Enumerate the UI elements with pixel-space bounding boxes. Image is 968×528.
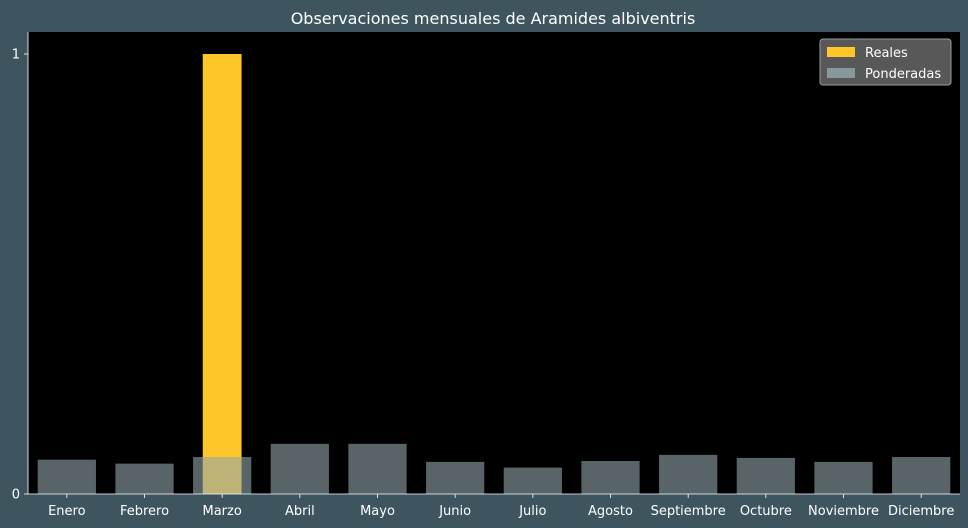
legend-swatch-ponderadas: [827, 68, 855, 78]
bar-ponderadas-julio: [503, 467, 562, 494]
x-tick-label-enero: Enero: [48, 504, 86, 519]
x-tick-label-diciembre: Diciembre: [888, 504, 954, 519]
bar-ponderadas-marzo: [193, 457, 252, 494]
y-tick-label: 1: [12, 48, 20, 63]
axes-group: 0 1 Enero Febrero Marzo Abril Mayo Junio Julio Ag…: [12, 32, 960, 519]
x-tick-label-febrero: Febrero: [120, 504, 169, 519]
x-tick-label-julio: Julio: [518, 504, 546, 519]
bar-ponderadas-febrero: [115, 463, 174, 494]
bar-ponderadas-septiembre: [659, 454, 718, 494]
bar-ponderadas-noviembre: [814, 461, 873, 494]
bars-group: [37, 54, 951, 494]
legend-swatch-reales: [827, 47, 855, 57]
bar-reales-marzo: [202, 54, 242, 494]
legend: Reales Ponderadas: [819, 38, 952, 86]
bar-ponderadas-mayo: [348, 443, 407, 494]
x-tick-label-abril: Abril: [285, 504, 315, 519]
legend-label-reales: Reales: [865, 46, 908, 61]
bar-ponderadas-enero: [37, 459, 96, 494]
plot-area: [28, 32, 960, 494]
x-tick-label-mayo: Mayo: [360, 504, 395, 519]
bar-ponderadas-agosto: [581, 461, 640, 494]
x-tick-label-marzo: Marzo: [203, 504, 242, 519]
y-tick-label: 0: [12, 488, 20, 503]
bar-ponderadas-abril: [270, 443, 329, 494]
x-tick-label-junio: Junio: [438, 504, 471, 519]
x-tick-label-noviembre: Noviembre: [808, 504, 879, 519]
x-tick-label-octubre: Octubre: [740, 504, 792, 519]
bar-ponderadas-junio: [426, 461, 485, 494]
legend-label-ponderadas: Ponderadas: [865, 67, 941, 82]
x-tick-label-agosto: Agosto: [588, 504, 633, 519]
bar-ponderadas-octubre: [736, 457, 795, 494]
chart-title: Observaciones mensuales de Aramides albi…: [291, 9, 696, 28]
x-tick-label-septiembre: Septiembre: [651, 504, 726, 519]
bar-ponderadas-diciembre: [892, 457, 951, 494]
